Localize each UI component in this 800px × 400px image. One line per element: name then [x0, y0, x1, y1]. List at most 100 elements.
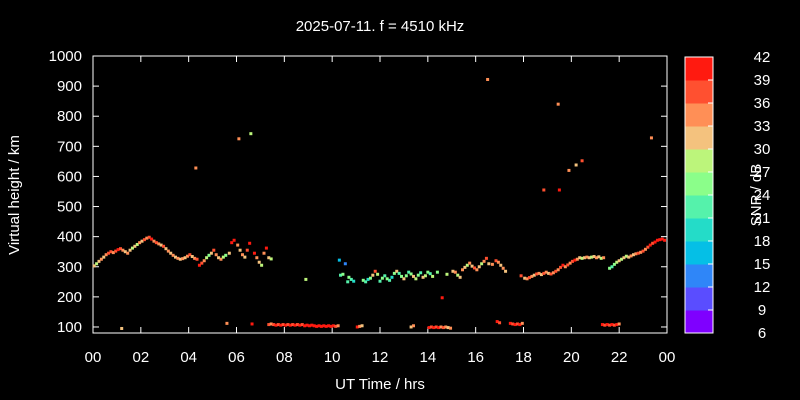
colorbar-tick-label: 9 — [758, 302, 766, 319]
data-point — [428, 272, 432, 276]
y-tick-label: 1000 — [49, 48, 82, 65]
data-point — [361, 278, 365, 282]
data-point — [513, 323, 517, 327]
data-point — [373, 269, 377, 273]
data-point — [431, 274, 435, 278]
data-point — [364, 280, 368, 284]
data-point — [114, 249, 118, 253]
data-point — [527, 276, 531, 280]
chart-title: 2025-07-11. f = 4510 kHz — [296, 18, 465, 35]
data-point — [331, 324, 335, 328]
data-point — [617, 322, 621, 326]
data-point — [207, 253, 211, 257]
data-point — [164, 247, 168, 251]
data-point — [185, 254, 189, 258]
data-point — [423, 274, 427, 278]
data-point — [343, 262, 347, 266]
data-point — [388, 278, 392, 282]
data-point — [202, 259, 206, 263]
data-point — [133, 244, 137, 248]
data-point — [409, 272, 413, 276]
data-point — [339, 273, 343, 277]
data-point — [257, 260, 261, 264]
data-point — [603, 323, 607, 327]
data-point — [337, 258, 341, 262]
data-point — [605, 323, 609, 327]
plot-frame — [92, 55, 668, 334]
colorbar-tick-label: 33 — [754, 118, 771, 135]
data-point — [293, 323, 297, 327]
data-point — [358, 324, 362, 328]
y-tick-label: 600 — [57, 168, 82, 185]
data-point — [142, 238, 146, 242]
colorbar-tick-label: 15 — [754, 256, 771, 273]
data-point — [597, 255, 601, 259]
data-point — [145, 236, 149, 240]
x-tick-label: 18 — [515, 349, 532, 366]
data-point — [573, 258, 577, 262]
y-tick-label: 200 — [57, 289, 82, 306]
data-point — [190, 255, 194, 259]
data-point — [490, 262, 494, 266]
x-tick-label: 12 — [372, 349, 389, 366]
data-point — [286, 323, 290, 327]
data-point — [245, 248, 249, 252]
data-point — [523, 276, 527, 280]
data-point — [487, 262, 491, 266]
data-point — [590, 255, 594, 259]
data-point — [636, 251, 640, 255]
data-point — [472, 266, 476, 270]
data-point — [557, 188, 561, 192]
y-axis-label: Virtual height / km — [6, 135, 23, 255]
data-point — [303, 324, 307, 328]
data-point — [620, 257, 624, 261]
colorbar-segment — [685, 195, 713, 219]
y-axis-ticks: 100 200 300 400 500 600 700 800 900 1000 — [49, 48, 667, 336]
x-axis-label: UT Time / hrs — [335, 376, 425, 393]
data-point — [419, 271, 423, 275]
data-point — [426, 270, 430, 274]
data-point — [594, 256, 598, 260]
data-point — [599, 256, 603, 260]
data-point — [435, 270, 439, 274]
data-point — [566, 263, 570, 267]
data-point — [651, 241, 655, 245]
data-point — [230, 241, 234, 245]
data-point — [116, 248, 120, 252]
x-tick-label: 06 — [228, 349, 245, 366]
data-point — [567, 168, 571, 172]
data-point — [336, 324, 340, 328]
data-point — [446, 326, 450, 330]
data-point — [360, 324, 364, 328]
data-point — [152, 239, 156, 243]
data-point — [547, 271, 551, 275]
data-point — [188, 253, 192, 257]
data-point — [205, 256, 209, 260]
y-tick-label: 400 — [57, 229, 82, 246]
colorbar-segment — [685, 264, 713, 288]
data-point — [612, 262, 616, 266]
data-point — [660, 237, 664, 241]
data-point — [317, 324, 321, 328]
data-point — [171, 253, 175, 257]
data-point — [486, 77, 490, 81]
data-point — [304, 277, 308, 281]
data-point — [411, 324, 415, 328]
data-point — [582, 256, 586, 260]
data-point — [458, 275, 462, 279]
data-point — [123, 250, 127, 254]
data-point — [643, 247, 647, 251]
data-point — [496, 260, 500, 264]
data-point — [341, 272, 345, 276]
x-axis-ticks: 00 02 04 06 08 10 12 14 16 18 20 22 00 — [85, 56, 675, 366]
data-point — [195, 257, 199, 261]
data-point — [126, 251, 130, 255]
data-point — [475, 268, 479, 272]
data-point — [169, 251, 173, 255]
data-point — [542, 271, 546, 275]
data-point — [480, 262, 484, 266]
colorbar-segment — [685, 310, 713, 334]
colorbar-segment — [685, 172, 713, 196]
data-point — [140, 239, 144, 243]
data-point — [111, 251, 115, 255]
